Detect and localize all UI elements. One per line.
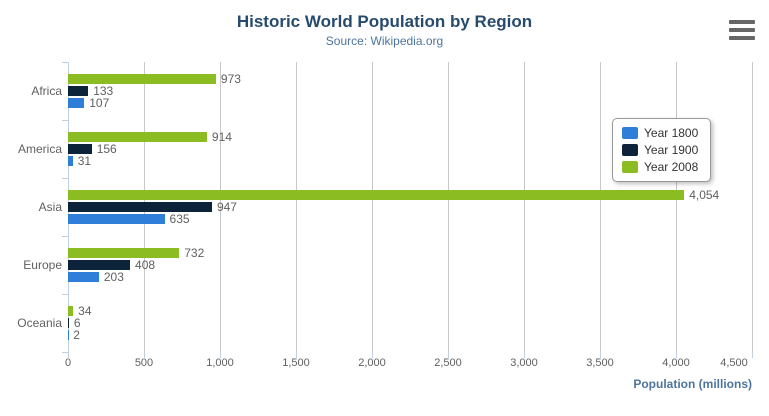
legend-swatch-icon (622, 161, 638, 173)
bar-europe-year-2008[interactable] (68, 248, 180, 258)
legend-label: Year 1800 (644, 126, 699, 140)
hamburger-menu-icon[interactable] (729, 19, 755, 41)
legend-item-year-1800[interactable]: Year 1800 (622, 126, 698, 140)
x-axis-tick (448, 352, 449, 358)
data-label: 2 (73, 328, 80, 342)
category-label-america: America (17, 142, 62, 156)
gridline (220, 62, 221, 352)
gridline (448, 62, 449, 352)
bar-group-oceania: 34 6 2 (68, 294, 752, 352)
legend-swatch-icon (622, 127, 638, 139)
x-axis-tick (220, 352, 221, 358)
data-label: 732 (184, 246, 205, 260)
category-axis-tick (62, 62, 68, 63)
x-axis-label: 500 (134, 357, 154, 369)
category-label-oceania: Oceania (17, 316, 62, 330)
chart-title: Historic World Population by Region (236, 12, 533, 31)
category-axis-tick (62, 178, 68, 179)
x-axis-label: 1,500 (282, 357, 310, 369)
data-label: 156 (96, 142, 117, 156)
hamburger-bar (729, 36, 755, 40)
legend-swatch-icon (622, 144, 638, 156)
x-axis-label: 2,000 (358, 357, 386, 369)
gridline (676, 62, 677, 352)
x-axis-label: 2,500 (434, 357, 462, 369)
data-label: 914 (211, 130, 232, 144)
category-axis-tick (62, 352, 68, 353)
data-label: 133 (93, 84, 114, 98)
bar-group-africa: 973 133 107 (68, 62, 752, 120)
category-axis-tick (62, 294, 68, 295)
x-axis-tick (752, 352, 753, 358)
data-label: 947 (216, 200, 237, 214)
category-axis-tick (62, 120, 68, 121)
x-axis-tick (144, 352, 145, 358)
bar-group-america: 914 156 31 (68, 120, 752, 178)
x-axis-label: 4,500 (720, 357, 748, 369)
bar-europe-year-1800[interactable] (68, 272, 99, 282)
x-axis-tick (68, 352, 69, 358)
gridline (296, 62, 297, 352)
data-label: 107 (89, 96, 110, 110)
x-axis-label: 0 (64, 357, 72, 369)
x-axis-tick (296, 352, 297, 358)
gridline (752, 62, 753, 352)
data-label: 6 (73, 316, 81, 330)
legend-item-year-1900[interactable]: Year 1900 (622, 143, 698, 157)
legend-label: Year 2008 (644, 160, 699, 174)
x-axis-label: 3,500 (586, 357, 614, 369)
data-label: 34 (78, 304, 92, 318)
data-label: 4,054 (689, 188, 720, 202)
bar-group-europe: 732 408 203 (68, 236, 752, 294)
bar-asia-year-2008[interactable] (68, 190, 685, 200)
bar-america-year-1800[interactable] (68, 156, 73, 166)
category-label-asia: Asia (38, 200, 62, 214)
category-label-africa: Africa (31, 84, 62, 98)
bar-oceania-year-1900[interactable] (68, 318, 69, 328)
gridline (600, 62, 601, 352)
legend-item-year-2008[interactable]: Year 2008 (622, 160, 698, 174)
data-label: 408 (135, 258, 156, 272)
data-label: 31 (77, 154, 92, 168)
chart-subtitle: Source: Wikipedia.org (325, 34, 444, 48)
hamburger-bar (729, 28, 755, 32)
category-axis-tick (62, 236, 68, 237)
data-label: 203 (103, 270, 124, 284)
bar-america-year-2008[interactable] (68, 132, 207, 142)
bar-africa-year-1800[interactable] (68, 98, 85, 108)
x-axis-title: Population (millions) (633, 377, 752, 391)
bar-asia-year-1900[interactable] (68, 202, 212, 212)
bar-africa-year-1900[interactable] (68, 86, 89, 96)
bar-america-year-1900[interactable] (68, 144, 92, 154)
bar-oceania-year-2008[interactable] (68, 306, 74, 316)
category-label-europe: Europe (23, 258, 62, 272)
gridline (372, 62, 373, 352)
plot-area: 973 133 107 914 156 31 4,054 947 635 732 408 203 34 6… (62, 62, 753, 358)
x-axis-tick (524, 352, 525, 358)
data-label: 635 (169, 212, 190, 226)
bar-europe-year-1900[interactable] (68, 260, 131, 270)
x-axis-label: 4,000 (662, 357, 690, 369)
legend: Year 1800 Year 1900 Year 2008 (612, 118, 712, 182)
x-axis-tick (676, 352, 677, 358)
x-axis-tick (372, 352, 373, 358)
x-axis-tick (600, 352, 601, 358)
gridline (524, 62, 525, 352)
data-label: 973 (220, 72, 241, 86)
bar-africa-year-2008[interactable] (68, 74, 216, 84)
bar-group-asia: 4,054 947 635 (68, 178, 752, 236)
x-axis-label: 3,000 (510, 357, 538, 369)
bar-asia-year-1800[interactable] (68, 214, 165, 224)
x-axis-label: 1,000 (206, 357, 234, 369)
legend-label: Year 1900 (644, 143, 699, 157)
hamburger-bar (729, 20, 755, 24)
